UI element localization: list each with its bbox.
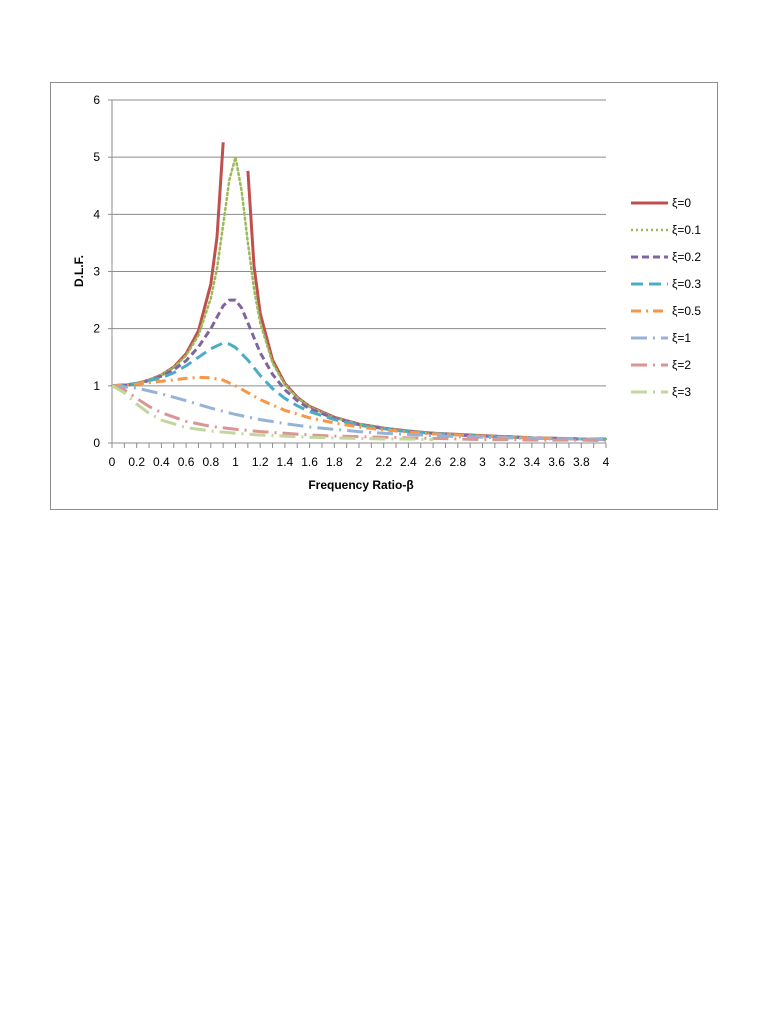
x-tick-label: 2.6 [425, 455, 442, 469]
series-line-2 [111, 298, 606, 441]
legend-label-4: ξ=0.5 [672, 304, 701, 318]
x-tick-label: 3 [479, 455, 486, 469]
x-tick-label: 3.4 [524, 455, 541, 469]
series-line-0 [111, 142, 606, 441]
y-tick-label: 0 [93, 436, 100, 450]
series-line-7 [111, 384, 434, 442]
x-tick-label: 3.8 [573, 455, 590, 469]
y-tick-labels: 0 1 2 3 4 5 6 [93, 93, 112, 450]
series-line-6 [111, 384, 607, 443]
y-tick-label: 4 [93, 207, 100, 221]
x-tick-label: 3.2 [499, 455, 516, 469]
x-tick-label: 0.6 [178, 455, 195, 469]
chart-frame: 0 0.2 0.4 0.6 0.8 1 1.2 1.4 1.6 1.8 2 2.2 2.4 2.6 2.8 3… [50, 82, 718, 510]
x-tick-label: 3.6 [548, 455, 565, 469]
legend-label-7: ξ=3 [672, 385, 691, 399]
legend-label-3: ξ=0.3 [672, 277, 701, 291]
x-tick-label: 2.4 [400, 455, 417, 469]
x-tick-label: 4 [603, 455, 610, 469]
x-tick-label: 0.4 [153, 455, 170, 469]
x-tick-label: 2.2 [375, 455, 392, 469]
legend-label-2: ξ=0.2 [672, 250, 701, 264]
legend-label-1: ξ=0.1 [672, 223, 701, 237]
y-axis-title: D.L.F. [72, 255, 86, 287]
x-tick-label: 1.4 [277, 455, 294, 469]
series-lines [110, 142, 608, 443]
y-tick-label: 3 [93, 265, 100, 279]
legend-label-6: ξ=2 [672, 358, 691, 372]
legend-label-5: ξ=1 [672, 331, 691, 345]
y-tick-label: 6 [93, 93, 100, 107]
chart-svg: 0 0.2 0.4 0.6 0.8 1 1.2 1.4 1.6 1.8 2 2.2 2.4 2.6 2.8 3… [72, 93, 701, 492]
x-tick-labels: 0 0.2 0.4 0.6 0.8 1 1.2 1.4 1.6 1.8 2 2.2 2.4 2.6 2.8 3… [109, 443, 610, 469]
x-tick-label: 1.2 [252, 455, 269, 469]
x-tick-label: 2.8 [449, 455, 466, 469]
x-tick-label: 2 [356, 455, 363, 469]
x-tick-label: 0.2 [128, 455, 145, 469]
x-tick-label: 1 [232, 455, 239, 469]
series-line-1 [110, 155, 608, 441]
x-axis-title: Frequency Ratio-β [308, 478, 413, 492]
x-tick-label: 1.6 [301, 455, 318, 469]
x-tick-label: 1.8 [326, 455, 343, 469]
y-tick-label: 2 [93, 322, 100, 336]
y-tick-label: 1 [93, 379, 100, 393]
legend: ξ=0 ξ=0.1 ξ=0.2 ξ=0.3 ξ=0.5 ξ=1 ξ=2 ξ=3 [631, 196, 701, 399]
x-tick-label: 0 [109, 455, 116, 469]
series-line-3 [111, 341, 607, 442]
series-line-5 [111, 384, 607, 442]
y-tick-label: 5 [93, 150, 100, 164]
x-tick-label: 0.8 [202, 455, 219, 469]
gridlines [112, 99, 606, 387]
legend-label-0: ξ=0 [672, 196, 691, 210]
